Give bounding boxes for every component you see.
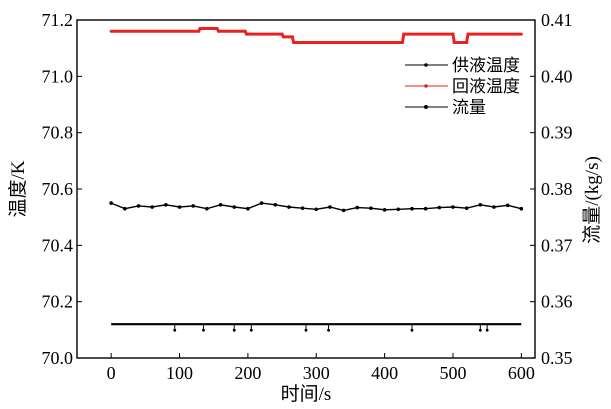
supply-temp-spike-point <box>232 328 236 332</box>
x-axis-title: 时间/s <box>281 383 332 405</box>
return-temp-point <box>400 41 404 45</box>
return-temp-point <box>292 41 296 45</box>
left-y-tick-label: 71.2 <box>42 10 74 30</box>
axis-ticks: 0 100 200 300 400 500 600 70.0 70.2 70.4 70.6 70.8 7… <box>42 10 573 383</box>
legend-label-return-temp: 回液温度 <box>452 77 520 96</box>
flow-point <box>150 205 154 209</box>
flow-point <box>287 205 291 209</box>
left-y-tick-label: 70.6 <box>42 179 74 199</box>
right-y-tick-label: 0.37 <box>541 235 573 255</box>
return-temp-point <box>245 32 249 36</box>
flow-point <box>478 202 483 207</box>
supply-temp-spike-point <box>327 328 330 332</box>
x-tick-label: 100 <box>166 363 193 383</box>
return-temp-point <box>197 29 201 33</box>
supply-temp-spike-point <box>202 328 205 332</box>
flow-point <box>464 206 469 210</box>
legend-item-supply-temp: 供液温度 <box>405 56 520 75</box>
flow-point <box>492 205 496 209</box>
flow-point <box>396 207 401 212</box>
x-tick-label: 0 <box>107 363 116 383</box>
return-temp-point <box>109 29 113 33</box>
return-temp-point <box>281 35 285 39</box>
right-y-tick-label: 0.39 <box>541 123 573 143</box>
supply-temp-spike-point <box>410 328 414 332</box>
return-temp-point <box>243 29 247 33</box>
return-temp-point <box>519 32 523 36</box>
return-temp-point <box>280 32 284 36</box>
right-y-tick-label: 0.40 <box>541 66 573 86</box>
right-y-axis-title: 流量/(kg/s) <box>581 156 603 244</box>
flow-point <box>410 206 414 211</box>
flow-point <box>273 202 278 207</box>
flow-point <box>205 206 209 211</box>
flow-point <box>136 204 141 208</box>
left-y-tick-label: 70.8 <box>42 123 74 143</box>
flow-point <box>369 206 373 210</box>
return-temp-point <box>215 26 219 30</box>
flow-point <box>423 206 428 211</box>
legend-label-flow: 流量 <box>452 98 486 117</box>
legend-item-return-temp: 回液温度 <box>405 77 520 96</box>
x-tick-label: 300 <box>303 363 330 383</box>
flow-point <box>123 206 127 211</box>
supply-temp-spike-point <box>304 328 308 332</box>
flow-point <box>300 206 305 210</box>
flow-point <box>246 206 250 211</box>
flow-point <box>191 204 196 208</box>
supply-temp-spike-point <box>478 328 482 332</box>
return-temp-point <box>198 26 202 30</box>
flow-point <box>164 202 168 207</box>
supply-temp-spike-point <box>173 328 177 332</box>
flow-point <box>218 202 223 207</box>
legend-marker-flow <box>424 105 428 109</box>
supply-temp-spike-point <box>485 328 489 332</box>
flow-point <box>259 201 264 205</box>
right-y-tick-label: 0.35 <box>541 348 573 368</box>
supply-temp-spike-point <box>249 328 253 332</box>
return-temp-point <box>402 32 406 36</box>
flow-point <box>451 205 455 209</box>
return-temp-point <box>466 32 470 36</box>
x-tick-label: 600 <box>508 363 535 383</box>
flow-point <box>382 208 387 212</box>
x-tick-label: 500 <box>439 363 466 383</box>
left-y-tick-label: 70.2 <box>42 292 74 312</box>
left-y-tick-label: 70.4 <box>42 235 74 255</box>
legend-label-supply-temp: 供液温度 <box>452 56 520 75</box>
return-temp-point <box>217 29 221 33</box>
legend-marker-return-temp <box>424 84 428 88</box>
series-layer <box>109 26 524 332</box>
left-y-tick-label: 70.0 <box>42 348 74 368</box>
flow-point <box>505 203 510 208</box>
legend: 供液温度 回液温度 流量 <box>405 56 520 117</box>
flow-point <box>355 205 360 210</box>
right-y-tick-label: 0.38 <box>541 179 573 199</box>
flow-point <box>232 205 237 209</box>
return-temp-point <box>451 32 455 36</box>
return-temp-point <box>452 41 456 45</box>
x-tick-label: 200 <box>234 363 261 383</box>
left-y-axis-title: 温度/K <box>7 160 29 217</box>
return-temp-point <box>290 35 294 39</box>
flow-point <box>328 205 332 209</box>
flow-point <box>109 201 113 205</box>
legend-marker-supply-temp <box>424 63 428 67</box>
legend-item-flow: 流量 <box>405 98 486 117</box>
right-y-tick-label: 0.41 <box>541 10 573 30</box>
flow-point <box>341 208 346 213</box>
x-tick-label: 400 <box>371 363 398 383</box>
right-y-tick-label: 0.36 <box>541 292 573 312</box>
flow-point <box>314 207 319 212</box>
series-line-return-temp <box>111 27 522 44</box>
flow-point <box>437 205 442 210</box>
flow-point <box>177 205 182 209</box>
flow-point <box>519 206 524 211</box>
left-y-tick-label: 71.0 <box>42 66 74 86</box>
return-temp-point <box>465 41 469 45</box>
